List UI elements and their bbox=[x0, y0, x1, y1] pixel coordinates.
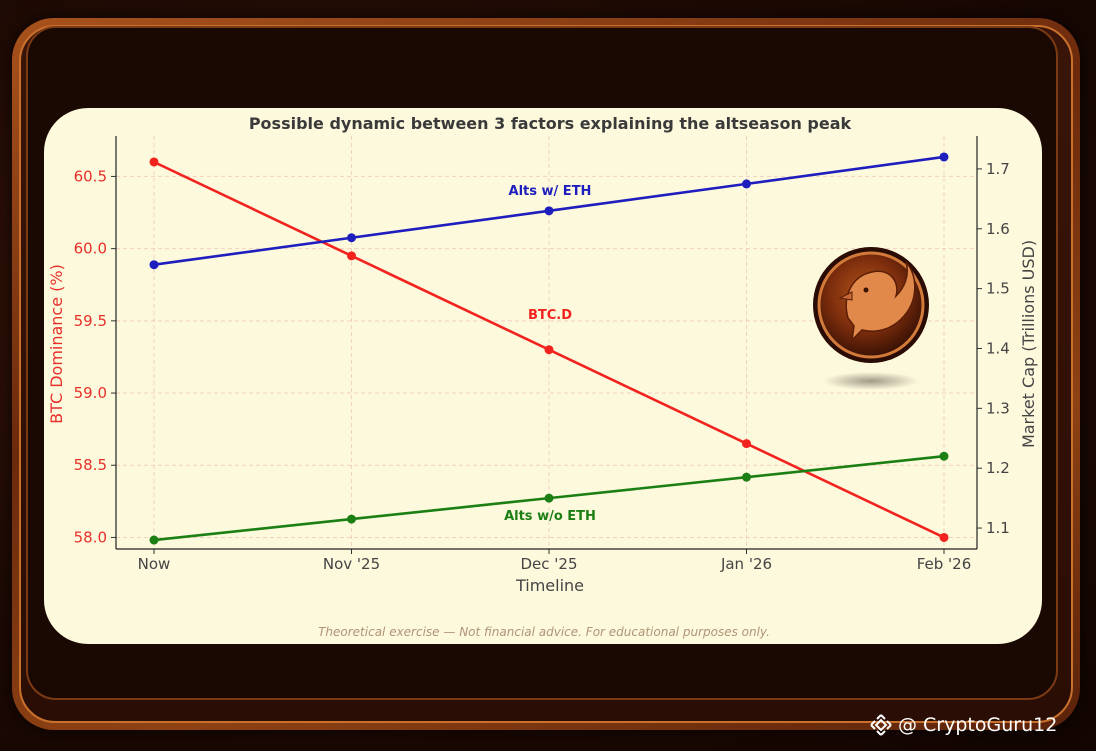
data-point-alts-w-eth bbox=[544, 206, 554, 216]
data-point-btc-d bbox=[742, 439, 751, 449]
y-axis-right-label: Market Cap (Trillions USD) bbox=[1019, 240, 1038, 448]
y-right-tick-label: 1.2 bbox=[986, 459, 1010, 477]
data-point-alts-w-eth bbox=[742, 179, 751, 189]
y-left-tick-label: 60.0 bbox=[74, 240, 107, 258]
y-left-tick-label: 59.5 bbox=[74, 312, 107, 330]
data-point-alts-w-o-eth bbox=[939, 451, 949, 461]
binance-diamond-icon bbox=[870, 714, 892, 736]
series-label-alts-with-eth: Alts w/ ETH bbox=[509, 184, 592, 199]
chart-title: Possible dynamic between 3 factors expla… bbox=[249, 114, 852, 133]
data-point-alts-w-o-eth bbox=[742, 472, 751, 482]
y-left-tick-label: 58.5 bbox=[74, 456, 107, 474]
y-right-tick-label: 1.6 bbox=[986, 220, 1010, 238]
y-right-tick-label: 1.7 bbox=[986, 160, 1010, 178]
data-point-btc-d bbox=[939, 532, 949, 542]
y-axis-left-label: BTC Dominance (%) bbox=[47, 264, 66, 424]
y-right-tick-label: 1.3 bbox=[986, 399, 1010, 417]
y-right-tick-label: 1.4 bbox=[986, 339, 1010, 357]
data-point-alts-w-o-eth bbox=[347, 514, 356, 524]
data-point-alts-w-eth bbox=[939, 152, 949, 162]
y-right-tick-label: 1.5 bbox=[986, 280, 1010, 298]
axes: Now Nov '25 Dec '25 Jan '26 Feb '26 58.0 58.5 5… bbox=[74, 136, 1010, 573]
data-point-alts-w-o-eth bbox=[149, 535, 159, 545]
series-label-btc-d: BTC.D bbox=[528, 308, 572, 323]
data-point-btc-d bbox=[544, 345, 554, 355]
series-label-alts-without-eth: Alts w/o ETH bbox=[504, 509, 596, 524]
series-layer bbox=[149, 152, 949, 545]
watermark: @ CryptoGuru12 bbox=[870, 711, 1057, 739]
y-right-tick-label: 1.1 bbox=[986, 519, 1010, 537]
phoenix-emblem-icon bbox=[813, 247, 929, 390]
data-point-alts-w-eth bbox=[347, 233, 356, 243]
data-point-alts-w-o-eth bbox=[544, 493, 554, 503]
x-axis-label: Timeline bbox=[515, 576, 584, 595]
data-point-btc-d bbox=[149, 157, 159, 167]
disclaimer-text: Theoretical exercise — Not financial adv… bbox=[318, 625, 770, 639]
y-left-tick-label: 60.5 bbox=[74, 167, 107, 185]
x-tick-label: Dec '25 bbox=[520, 555, 577, 573]
watermark-handle: @ CryptoGuru12 bbox=[898, 714, 1058, 736]
x-tick-label: Nov '25 bbox=[323, 555, 380, 573]
y-left-tick-label: 59.0 bbox=[74, 384, 107, 402]
data-point-btc-d bbox=[347, 251, 356, 261]
x-tick-label: Now bbox=[138, 555, 171, 573]
data-point-alts-w-eth bbox=[149, 260, 159, 270]
x-tick-label: Jan '26 bbox=[720, 555, 772, 573]
y-left-tick-label: 58.0 bbox=[74, 528, 107, 546]
x-tick-label: Feb '26 bbox=[917, 555, 972, 573]
